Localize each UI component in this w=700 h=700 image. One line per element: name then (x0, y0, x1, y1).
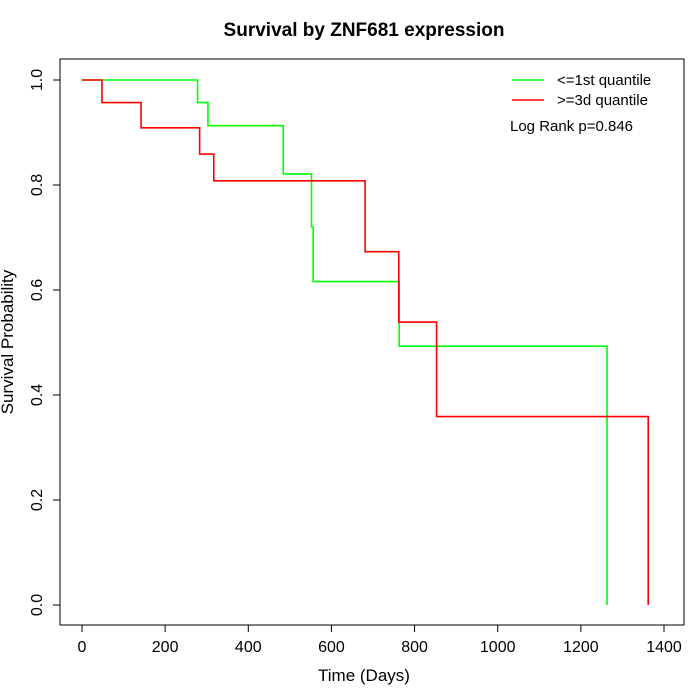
chart-title: Survival by ZNF681 expression (224, 20, 505, 41)
series-line-2 (82, 79, 650, 605)
series-line-1 (82, 79, 608, 605)
y-axis: 0.0 0.2 0.4 0.6 0.8 1.0 (29, 69, 61, 616)
x-tick-label: 400 (235, 639, 262, 656)
x-axis-label: Time (Days) (318, 666, 410, 685)
legend: <=1st quantile >=3d quantile (512, 72, 651, 109)
y-tick-label: 0.2 (29, 489, 46, 511)
y-tick-label: 0.4 (29, 384, 46, 406)
legend-label-1: <=1st quantile (557, 72, 651, 89)
y-tick-label: 1.0 (29, 69, 46, 91)
series-layer (82, 79, 650, 605)
x-tick-label: 600 (318, 639, 345, 656)
x-tick-label: 0 (78, 639, 87, 656)
y-tick-label: 0.0 (29, 594, 46, 616)
y-axis-label: Survival Probability (0, 269, 17, 414)
x-tick-label: 1400 (646, 639, 682, 656)
plot-frame (59, 58, 685, 626)
legend-label-2: >=3d quantile (557, 92, 648, 109)
log-rank-annotation: Log Rank p=0.846 (510, 118, 633, 135)
x-tick-label: 1000 (480, 639, 516, 656)
y-tick-label: 0.8 (29, 174, 46, 196)
x-tick-label: 200 (152, 639, 179, 656)
x-tick-label: 800 (401, 639, 428, 656)
x-tick-label: 1200 (563, 639, 599, 656)
y-tick-label: 0.6 (29, 279, 46, 301)
x-axis: 0 200 400 600 800 1000 1200 1400 (78, 624, 682, 656)
